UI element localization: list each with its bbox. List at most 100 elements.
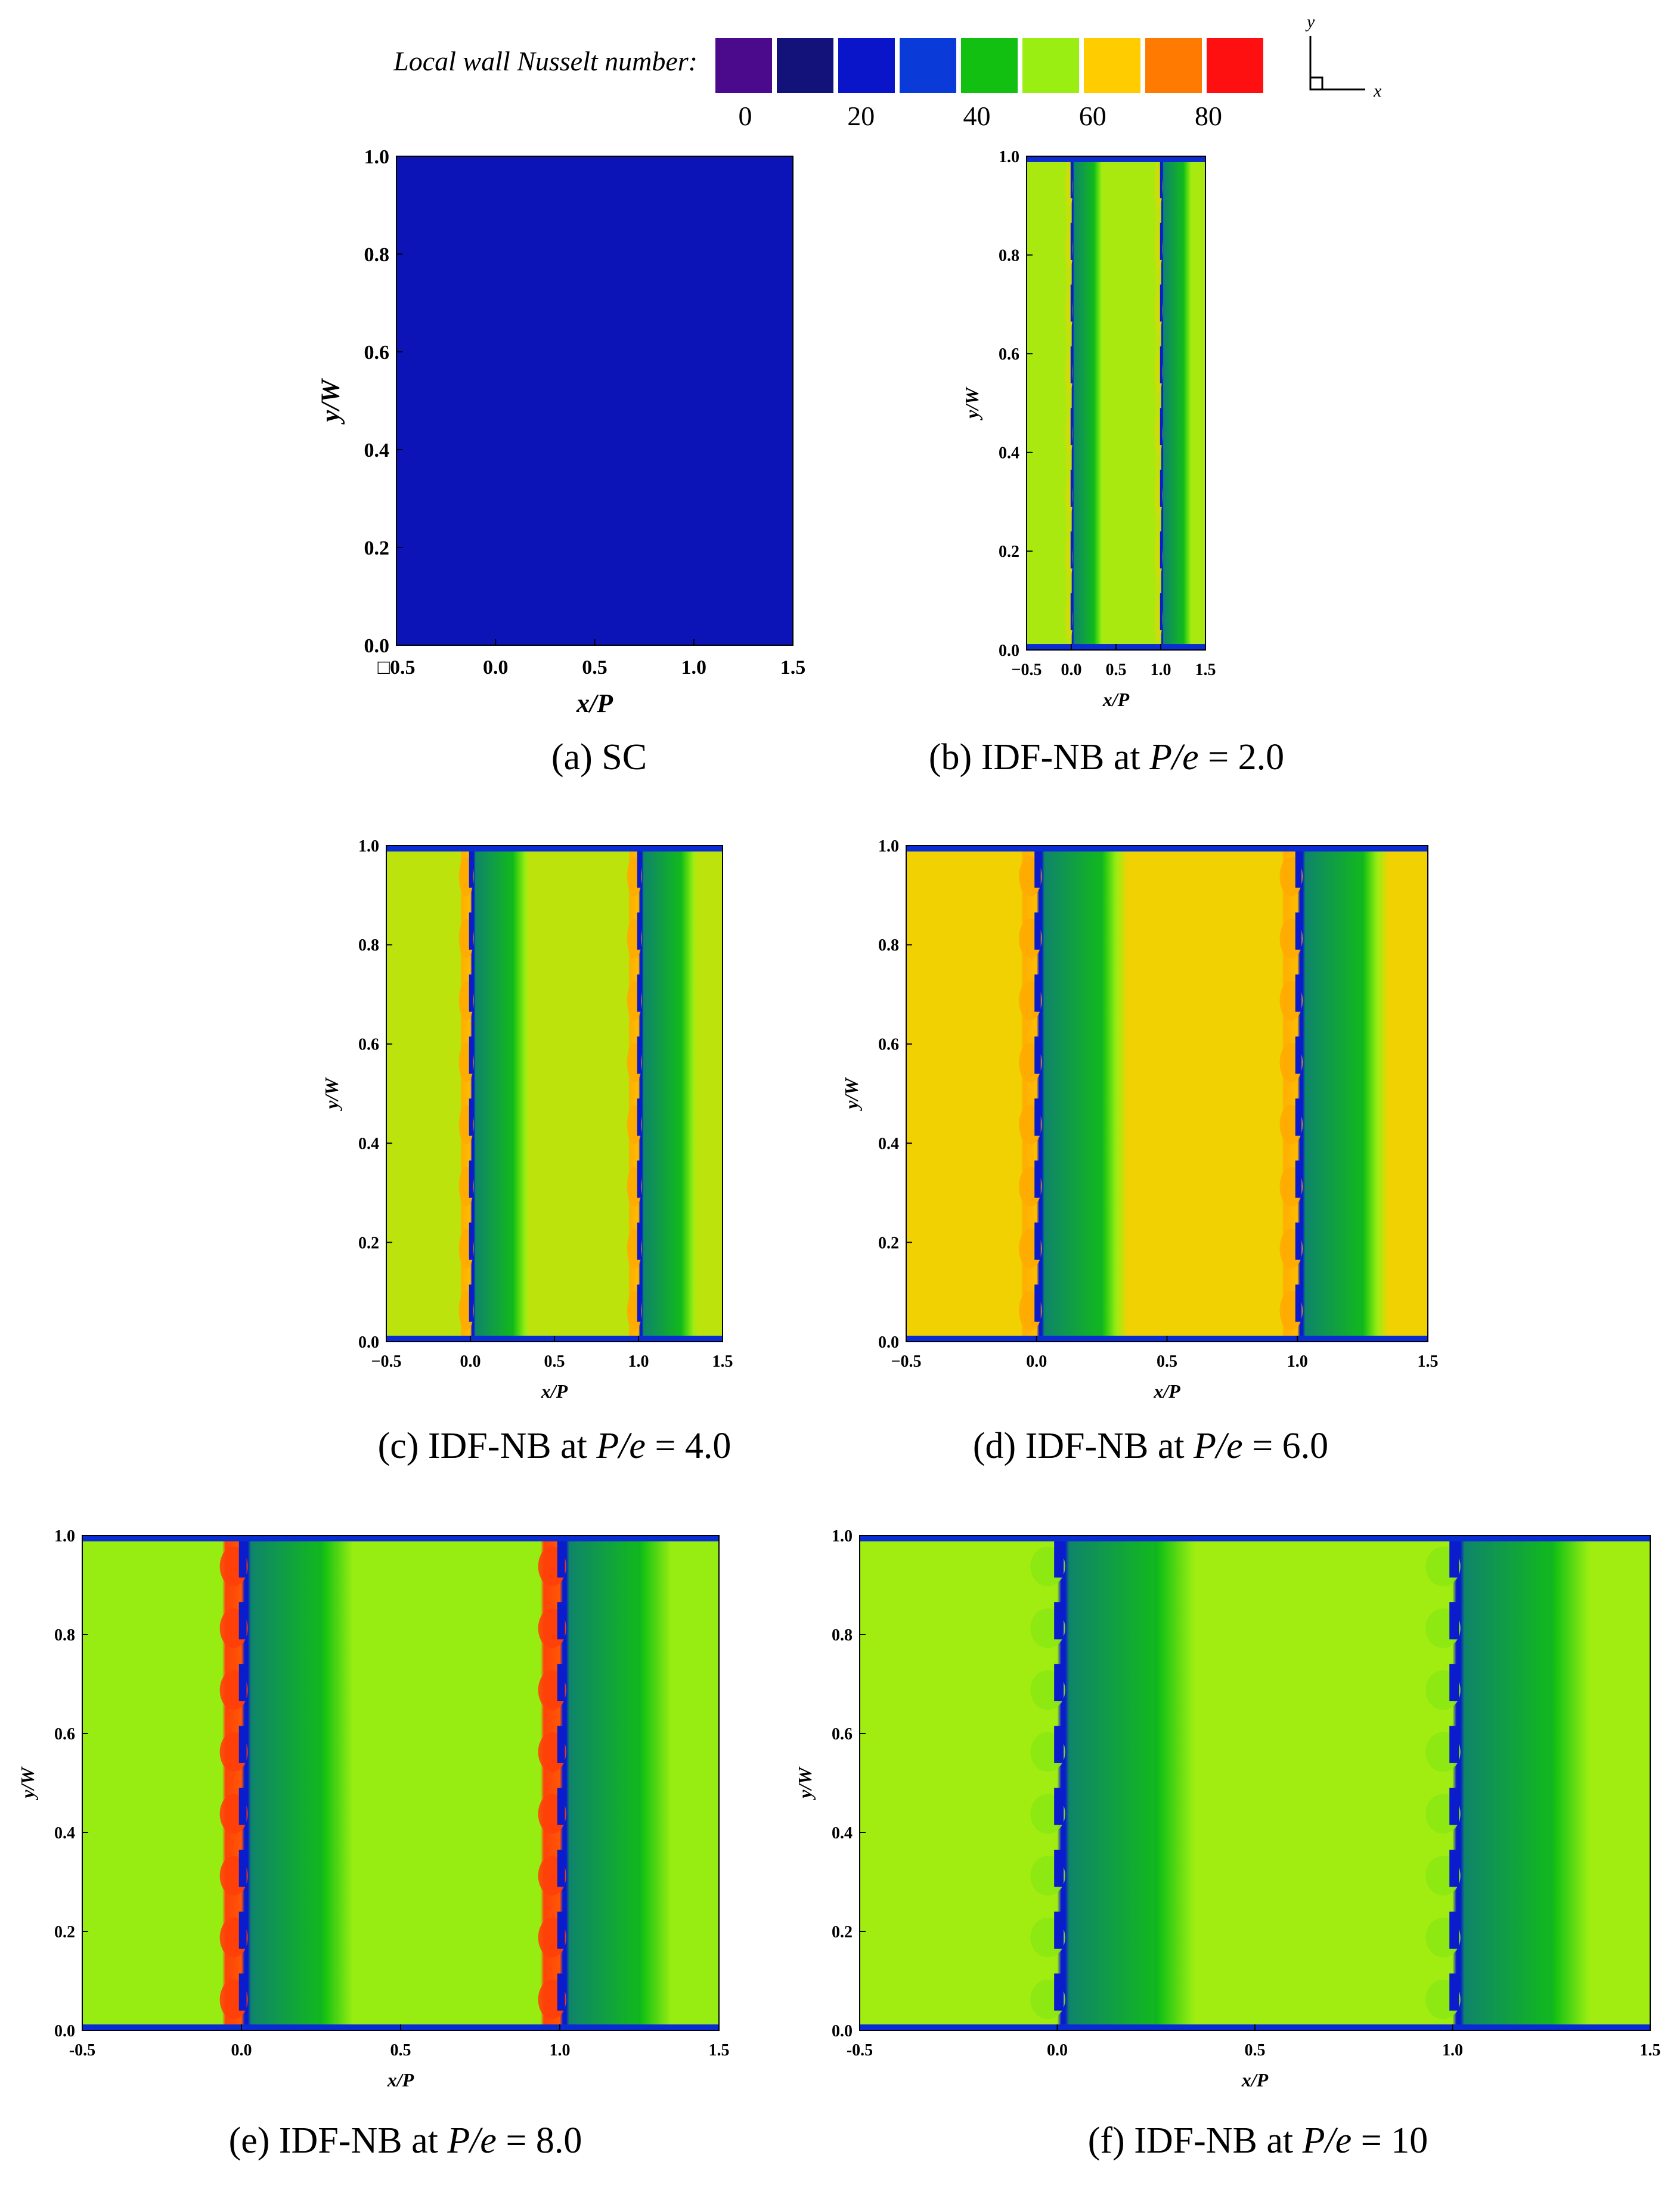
rib-wake-low [469, 1160, 473, 1198]
rib-wake-low [1070, 284, 1073, 322]
y-tick-label: 0.2 [54, 1923, 75, 1942]
y-tick-label: 0.4 [54, 1824, 75, 1843]
y-axis-label: y/W [316, 378, 345, 425]
panel-d: −0.5 0.0 0.5 1.0 1.50.00.20.40.60.81.0x/Py/W… [841, 837, 1438, 1466]
x-tick-label: 0.5 [544, 1352, 565, 1371]
heatmap-fill [906, 846, 1428, 1342]
nusselt-field [860, 1535, 1650, 2030]
rib-wake-low [1449, 1726, 1459, 1763]
rib-wake-low [1295, 1036, 1302, 1074]
x-axis-label: x/P [576, 689, 613, 718]
rib-wake-low [1054, 1973, 1064, 2011]
x-tick-label: 0.5 [1106, 661, 1127, 679]
x-tick-label: 1.0 [681, 657, 707, 679]
colorbar-swatch [961, 38, 1018, 93]
panel-caption: (d) IDF-NB at P/e = 6.0 [973, 1426, 1328, 1466]
y-tick-label: 1.0 [999, 148, 1019, 166]
y-tick-label: 0.6 [54, 1725, 75, 1744]
rib-wake-low [1054, 1850, 1064, 1887]
x-tick-label: 0.5 [1157, 1352, 1177, 1371]
x-tick-label: -0.5 [69, 2041, 95, 2060]
x-tick-label: 1.5 [780, 657, 806, 679]
rib-wake-low [1295, 974, 1302, 1012]
colorbar-swatch [1145, 38, 1202, 93]
heatmap-fill [82, 1535, 719, 2030]
rib-wake-low [238, 1850, 247, 1887]
rib-wake-low [1160, 346, 1163, 383]
y-tick-label: 0.6 [364, 342, 390, 364]
y-tick-label: 0.6 [999, 345, 1019, 364]
rib-wake-low [557, 1973, 565, 2011]
rib-wake-low [1054, 1911, 1064, 1949]
rib-wake-low [1160, 593, 1163, 630]
panel-caption: (e) IDF-NB at P/e = 8.0 [229, 2120, 582, 2161]
rib-wake-low [1449, 1788, 1459, 1825]
x-tick-label: 0.5 [390, 2041, 411, 2060]
rib-wake-low [1160, 408, 1163, 445]
x-tick-label: 1.5 [712, 1352, 733, 1371]
rib-wake-low [1160, 284, 1163, 322]
rib-wake-low [1160, 531, 1163, 569]
rib-wake-low [1034, 1222, 1041, 1260]
heatmap-fill [860, 1535, 1650, 2030]
rib-wake-low [1034, 1036, 1041, 1074]
rib-wake-low [1295, 912, 1302, 950]
rib-wake-low [1160, 469, 1163, 507]
panel-b: −0.5 0.0 0.5 1.0 1.50.00.20.40.60.81.0x/Py/W… [929, 148, 1284, 778]
colorbar-swatch [1084, 38, 1140, 93]
rib-wake-low [637, 1284, 641, 1322]
rib-wake-low [557, 1850, 565, 1887]
rib-wake-low [1034, 1284, 1041, 1322]
x-tick-label: 0.0 [231, 2041, 252, 2060]
rib-wake-low [1070, 161, 1073, 199]
rib-wake-low [1160, 161, 1163, 199]
rib-wake-low [1070, 469, 1073, 507]
x-tick-label: 0.0 [460, 1352, 481, 1371]
rib-wake-low [1034, 912, 1041, 950]
y-tick-label: 0.0 [832, 2022, 853, 2041]
rib-wake-low [1034, 850, 1041, 888]
rib-wake-low [238, 1911, 247, 1949]
rib-wake-low [469, 850, 473, 888]
rib-wake-low [1054, 1602, 1064, 1640]
rib-wake-low [637, 1036, 641, 1074]
y-tick-label: 0.4 [832, 1824, 853, 1843]
rib-wake-low [238, 1664, 247, 1702]
nusselt-field [1027, 156, 1205, 650]
y-tick-label: 0.8 [54, 1626, 75, 1645]
rib-wake-low [637, 974, 641, 1012]
x-tick-label: 0.0 [1061, 661, 1082, 679]
panel-f: -0.5 0.0 0.5 1.0 1.50.00.20.40.60.81.0x/Py/W… [794, 1527, 1660, 2161]
y-tick-label: 0.2 [364, 537, 390, 559]
x-axis-label: x/P [541, 1380, 568, 1402]
y-tick-label: 0.0 [364, 635, 390, 657]
rib-wake-low [238, 1973, 247, 2011]
x-tick-label: 1.0 [628, 1352, 649, 1371]
rib-wake-low [557, 1911, 565, 1949]
rib-wake-low [1449, 1911, 1459, 1949]
wall-band-top [386, 846, 723, 852]
rib-wake-low [1449, 1973, 1459, 2011]
x-tick-label: -0.5 [847, 2041, 873, 2060]
rib-wake-low [238, 1788, 247, 1825]
rib-wake-low [1449, 1664, 1459, 1702]
colorbar-swatch [1207, 38, 1263, 93]
y-tick-label: 1.0 [358, 837, 379, 856]
colorbar-swatch [777, 38, 833, 93]
heatmap-fill [1027, 156, 1205, 650]
colorbar-title: Local wall Nusselt number: [393, 46, 698, 76]
coordinate-axes-icon: y x [1305, 12, 1382, 101]
y-tick-label: 0.4 [358, 1135, 379, 1153]
x-tick-label: 1.5 [1418, 1352, 1439, 1371]
y-tick-label: 0.2 [878, 1234, 899, 1252]
wall-band-top [906, 846, 1428, 852]
wall-band-top [1027, 156, 1205, 162]
panel-caption: (f) IDF-NB at P/e = 10 [1088, 2120, 1428, 2161]
x-tick-label: 1.0 [1442, 2041, 1463, 2060]
y-tick-label: 0.0 [54, 2022, 75, 2041]
rib-wake-low [1070, 593, 1073, 630]
x-tick-label: 1.5 [1640, 2041, 1661, 2060]
y-tick-label: 0.4 [878, 1135, 899, 1153]
x-tick-label: 1.0 [1151, 661, 1171, 679]
